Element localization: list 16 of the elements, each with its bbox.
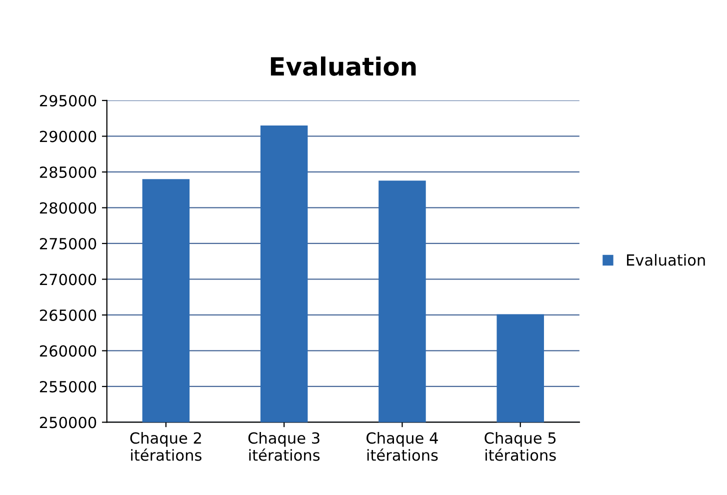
legend-label: Evaluation	[627, 254, 705, 266]
y-tick-label: 255000	[40, 380, 96, 393]
y-tick-label: 270000	[40, 274, 96, 286]
y-tick-label: 260000	[40, 345, 96, 357]
y-tick-label: 265000	[40, 309, 96, 322]
chart-title: Evaluation	[270, 56, 416, 76]
y-tick-label: 250000	[40, 416, 96, 428]
x-tick-label: Chaque 4 itérations	[366, 432, 438, 461]
y-tick-label: 280000	[40, 202, 96, 214]
y-tick-label: 275000	[40, 238, 96, 250]
x-tick-label: Chaque 2 itérations	[130, 432, 202, 461]
y-tick-label: 285000	[40, 166, 96, 178]
x-tick-label: Chaque 5 itérations	[484, 432, 556, 461]
y-tick-label: 290000	[40, 130, 96, 142]
x-tick-label: Chaque 3 itérations	[248, 432, 320, 461]
y-tick-label: 295000	[40, 94, 96, 107]
